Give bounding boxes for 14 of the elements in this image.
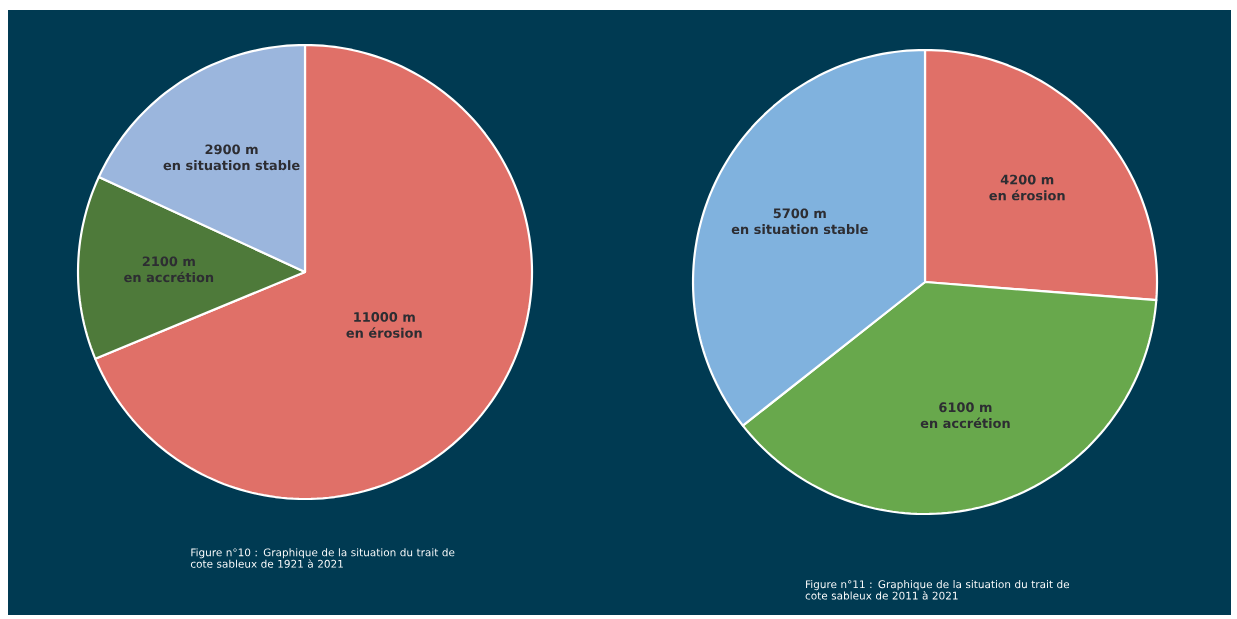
slice-label: en situation stable xyxy=(731,224,868,235)
data-label: 6100 m xyxy=(939,402,992,413)
data-label: 11000 m xyxy=(354,312,415,322)
slice-label: en accrétion xyxy=(920,417,1010,429)
data-label: 2100 m xyxy=(142,256,195,267)
text: Figure n°10 : Graphique de la situation du trait de cote sableux de 1921 à 2021 xyxy=(190,548,455,568)
text: Figure n°11 : Graphique de la situation du trait de cote sableux de 2011 à 2021 xyxy=(805,580,1070,600)
slice-label: en accrétion xyxy=(124,271,214,283)
data-label: 5700 m xyxy=(773,208,826,219)
data-label: 4200 m xyxy=(1000,174,1054,185)
slice-label: en situation stable xyxy=(163,160,300,171)
data-label: 2900 m xyxy=(205,144,258,155)
slice-label: en érosion xyxy=(989,189,1065,201)
slice-label: en érosion xyxy=(346,327,422,338)
